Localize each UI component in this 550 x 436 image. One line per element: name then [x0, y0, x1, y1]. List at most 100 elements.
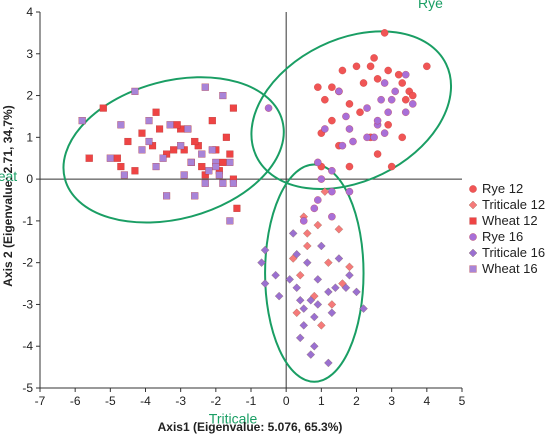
- data-point: [345, 100, 354, 108]
- y-tick-label: -1: [22, 214, 33, 228]
- x-tick-label: 3: [388, 394, 395, 408]
- data-point: [117, 163, 125, 171]
- data-point: [338, 66, 347, 75]
- points-layer: [78, 29, 431, 368]
- data-point: [215, 171, 223, 179]
- axes-layer: -7 -6 -5 -4 -3 -2 -1 0 1 2 3 4 5 -5 -4 -3 -2 -1 0 1 2 3 4: [22, 5, 465, 408]
- data-point: [222, 133, 230, 141]
- y-tick-label: 3: [26, 47, 33, 61]
- data-point: [401, 70, 410, 79]
- data-point: [313, 300, 323, 309]
- data-point: [373, 116, 382, 125]
- data-point: [163, 192, 171, 200]
- x-tick-label: 0: [283, 394, 290, 408]
- x-tick-label: -7: [35, 394, 46, 408]
- y-axis-title: Axis 2 (Eigenvalue: 2.71, 34,7%): [1, 105, 15, 286]
- data-point: [145, 137, 153, 146]
- data-point: [342, 112, 350, 121]
- data-point: [131, 87, 139, 95]
- data-point: [328, 187, 336, 196]
- data-point: [292, 283, 301, 292]
- data-point: [285, 275, 294, 284]
- data-point: [306, 296, 315, 305]
- data-point: [370, 133, 378, 142]
- data-point: [299, 304, 308, 313]
- data-point: [152, 163, 160, 171]
- data-point: [384, 66, 392, 75]
- data-point: [423, 62, 431, 71]
- data-point: [409, 91, 417, 100]
- legend-item: Triticale 16: [468, 245, 545, 260]
- data-point: [299, 217, 308, 225]
- data-point: [380, 129, 389, 137]
- data-point: [320, 187, 330, 196]
- data-point: [288, 229, 298, 238]
- data-point: [229, 179, 237, 187]
- data-point: [345, 125, 354, 133]
- legend-marker: [468, 200, 478, 210]
- x-tick-label: -3: [175, 394, 186, 408]
- x-tick-label: 2: [353, 394, 360, 408]
- data-point: [198, 163, 206, 171]
- data-point: [99, 104, 107, 112]
- data-point: [264, 104, 273, 112]
- data-point: [131, 167, 139, 175]
- data-point: [208, 146, 216, 154]
- data-point: [373, 150, 382, 158]
- x-tick-label: -4: [140, 394, 151, 408]
- data-point: [352, 287, 361, 297]
- y-tick-label: 4: [26, 5, 33, 19]
- data-point: [366, 62, 375, 71]
- ellipse-label-wheat: Wheat: [0, 168, 17, 184]
- data-point: [327, 300, 337, 309]
- legend-item: Rye 16: [469, 229, 523, 244]
- data-point: [314, 83, 322, 91]
- legend-item: Triticale 12: [468, 197, 545, 212]
- legend-marker: [469, 185, 477, 193]
- data-point: [226, 150, 234, 158]
- data-point: [345, 187, 354, 196]
- data-point: [201, 179, 209, 187]
- data-point: [373, 75, 382, 83]
- data-point: [138, 129, 146, 137]
- data-point: [328, 83, 336, 91]
- data-point: [345, 270, 354, 280]
- label-layer: Rye Wheat Triticale: [0, 0, 443, 427]
- x-tick-label: -1: [246, 394, 257, 408]
- data-point: [387, 162, 396, 171]
- data-point: [120, 171, 128, 179]
- y-tick-label: -5: [22, 381, 33, 395]
- data-point: [106, 154, 114, 162]
- x-tick-label: -2: [210, 394, 221, 408]
- data-point: [377, 95, 385, 104]
- data-point: [321, 95, 329, 104]
- data-point: [184, 125, 192, 133]
- data-point: [117, 121, 125, 129]
- series-rye-12: [314, 29, 431, 171]
- data-point: [356, 108, 364, 117]
- data-point: [384, 121, 392, 129]
- legend-label: Triticale 16: [482, 245, 545, 260]
- legend-marker: [469, 233, 477, 241]
- data-point: [177, 142, 185, 150]
- data-point: [359, 79, 368, 87]
- legend-label: Triticale 12: [482, 197, 545, 212]
- data-point: [328, 116, 336, 125]
- legend-item: Rye 12: [469, 181, 523, 196]
- data-point: [331, 283, 340, 292]
- data-point: [170, 146, 178, 154]
- data-point: [138, 146, 146, 154]
- data-point: [292, 308, 301, 318]
- ellipse-triticale: [264, 163, 365, 383]
- data-point: [219, 92, 227, 100]
- data-point: [208, 117, 216, 125]
- data-point: [349, 137, 357, 146]
- x-tick-label: 1: [318, 394, 325, 408]
- ellipse-rye: [250, 30, 453, 191]
- data-point: [345, 162, 354, 171]
- data-point: [310, 342, 319, 351]
- y-tick-label: 2: [26, 89, 33, 103]
- data-point: [334, 225, 344, 234]
- data-point: [321, 125, 329, 133]
- legend-item: Wheat 16: [469, 261, 538, 276]
